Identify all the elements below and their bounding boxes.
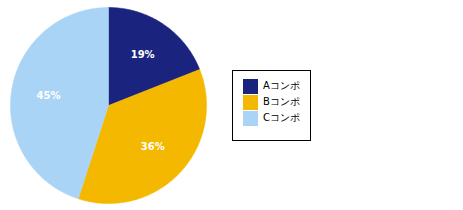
html-text:Aコンポ: Aコンポ <box>263 80 300 91</box>
html-text:Cコンポ: Cコンポ <box>263 112 300 123</box>
svg-text:19%: 19% <box>131 49 155 60</box>
svg-text:45%: 45% <box>36 90 60 101</box>
html-text:Bコンポ: Bコンポ <box>263 96 300 107</box>
svg-text:36%: 36% <box>141 141 165 152</box>
